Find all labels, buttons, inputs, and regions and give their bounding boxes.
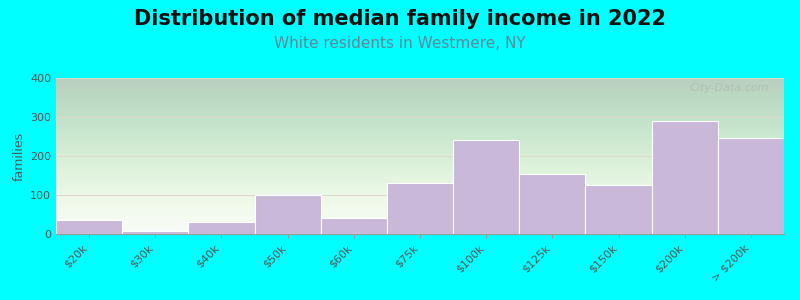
Bar xyxy=(586,185,652,234)
Text: Distribution of median family income in 2022: Distribution of median family income in … xyxy=(134,9,666,29)
Bar xyxy=(321,218,387,234)
Text: City-Data.com: City-Data.com xyxy=(690,83,770,93)
Bar xyxy=(453,140,519,234)
Bar xyxy=(519,173,586,234)
Bar xyxy=(652,121,718,234)
Bar xyxy=(188,222,254,234)
Bar xyxy=(122,231,188,234)
Bar xyxy=(387,183,453,234)
Text: White residents in Westmere, NY: White residents in Westmere, NY xyxy=(274,36,526,51)
Bar xyxy=(56,220,122,234)
Y-axis label: families: families xyxy=(13,131,26,181)
Bar xyxy=(254,195,321,234)
Bar xyxy=(718,138,784,234)
